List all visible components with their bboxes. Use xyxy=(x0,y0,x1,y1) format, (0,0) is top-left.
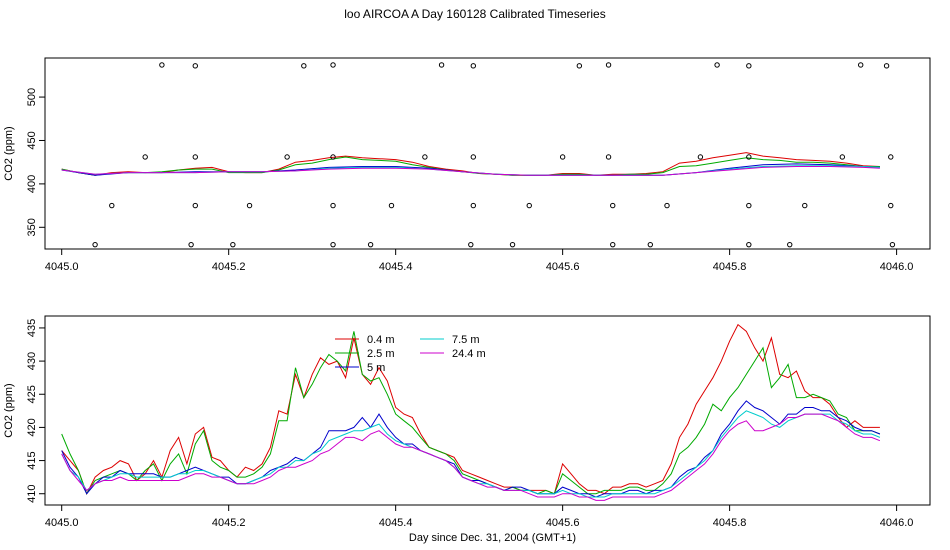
series-line-2-5-m xyxy=(61,331,881,495)
lower-chart: 4045.0 4045.2 4045.4 4045.6 4045.8 4046.0 410 4… xyxy=(3,315,931,544)
data-point xyxy=(159,62,165,68)
plot-frame xyxy=(44,315,931,506)
x-tick-label: 4045.0 xyxy=(45,517,79,529)
data-point xyxy=(470,202,477,209)
data-point xyxy=(746,241,752,248)
x-tick-label: 4045.2 xyxy=(212,261,246,273)
data-point xyxy=(330,241,336,248)
data-point xyxy=(422,154,428,160)
data-point xyxy=(438,62,445,68)
y-tick-label: 430 xyxy=(26,352,38,370)
data-point xyxy=(468,241,474,248)
data-point xyxy=(192,154,198,160)
legend-label: 5 m xyxy=(367,362,385,374)
data-point xyxy=(559,154,566,160)
page-title: loo AIRCOA A Day 160128 Calibrated Times… xyxy=(344,7,606,21)
data-point xyxy=(367,241,374,248)
y-tick-label: 350 xyxy=(26,218,38,236)
data-point xyxy=(714,62,720,68)
data-point xyxy=(746,202,752,209)
x-tick-label: 4046.0 xyxy=(880,517,914,529)
legend-label: 7.5 m xyxy=(452,334,480,346)
y-tick-label: 410 xyxy=(26,485,38,503)
legend-label: 2.5 m xyxy=(367,348,395,360)
data-point xyxy=(92,241,98,248)
data-point xyxy=(746,154,752,160)
x-tick-label: 4045.2 xyxy=(212,517,246,529)
series-line-7-5-m xyxy=(61,410,881,498)
data-point xyxy=(470,154,477,160)
y-tick-label: 415 xyxy=(26,451,38,469)
x-tick-label: 4045.8 xyxy=(713,517,747,529)
x-tick-label: 4045.6 xyxy=(546,517,580,529)
data-point xyxy=(839,154,846,160)
legend-label: 24.4 m xyxy=(452,348,486,360)
x-tick-label: 4046.0 xyxy=(880,261,914,273)
data-point xyxy=(109,202,115,209)
data-point xyxy=(526,202,532,209)
data-point xyxy=(888,202,894,209)
data-point xyxy=(188,241,194,248)
data-point xyxy=(889,241,896,248)
data-point xyxy=(746,63,752,69)
data-point xyxy=(610,241,616,248)
y-tick-label: 420 xyxy=(26,418,38,436)
data-point xyxy=(192,202,198,209)
x-tick-label: 4045.8 xyxy=(713,261,747,273)
data-point xyxy=(787,241,793,248)
data-point xyxy=(192,63,198,69)
data-point xyxy=(883,63,890,69)
data-point xyxy=(246,202,253,209)
series-line-3 xyxy=(61,165,880,176)
series-line-24-4-m xyxy=(61,413,881,501)
y-tick-label: 435 xyxy=(26,319,38,337)
series-line-4 xyxy=(61,166,880,176)
data-point xyxy=(230,241,236,248)
data-point xyxy=(301,63,307,69)
series-line-0-4-m xyxy=(61,323,880,495)
y-axis-label: CO2 (ppm) xyxy=(3,126,15,180)
data-point xyxy=(330,154,336,160)
x-tick-label: 4045.4 xyxy=(379,261,413,273)
y-tick-label: 400 xyxy=(26,175,38,193)
data-point xyxy=(470,63,477,69)
y-tick-label: 500 xyxy=(26,88,38,106)
data-point xyxy=(284,154,290,160)
data-point xyxy=(330,62,336,68)
data-point xyxy=(802,202,808,209)
data-point xyxy=(697,154,704,160)
y-tick-label: 425 xyxy=(26,385,38,403)
data-point xyxy=(605,62,612,68)
plot-frame xyxy=(44,57,931,250)
y-axis-label: CO2 (ppm) xyxy=(3,383,15,437)
x-tick-label: 4045.0 xyxy=(45,261,79,273)
data-point xyxy=(388,202,395,209)
data-point xyxy=(664,202,670,209)
data-point xyxy=(888,154,894,160)
y-tick-label: 450 xyxy=(26,131,38,149)
data-point xyxy=(142,154,148,160)
upper-chart: 4045.0 4045.2 4045.4 4045.6 4045.8 4046.0 350 4… xyxy=(3,57,931,273)
x-axis-label: Day since Dec. 31, 2004 (GMT+1) xyxy=(409,532,576,544)
x-tick-label: 4045.4 xyxy=(379,517,413,529)
legend-label: 0.4 m xyxy=(367,334,395,346)
data-point xyxy=(330,202,336,209)
data-point xyxy=(647,241,654,248)
x-tick-label: 4045.6 xyxy=(546,261,580,273)
data-point xyxy=(605,154,612,160)
data-point xyxy=(610,202,616,209)
data-point xyxy=(509,241,516,248)
data-point xyxy=(576,63,583,69)
data-point xyxy=(858,62,864,68)
